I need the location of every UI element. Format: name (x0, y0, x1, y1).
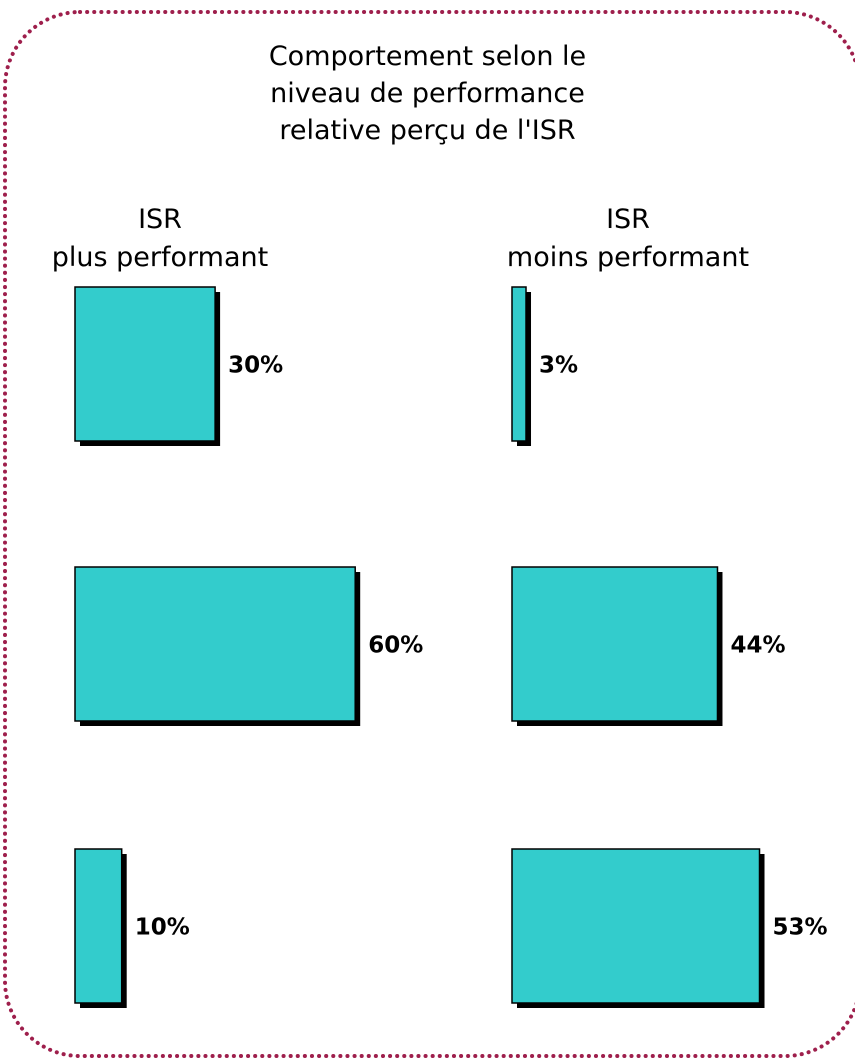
panel-subtitle: plus performant (52, 242, 268, 273)
panel-title: ISR (606, 204, 650, 235)
bar (511, 286, 527, 442)
bar (74, 566, 356, 722)
value-label: 30% (228, 353, 283, 379)
panel-subtitle: moins performant (507, 242, 749, 273)
bar (511, 566, 719, 722)
bar (74, 848, 123, 1004)
value-label: 44% (730, 633, 785, 659)
bar (74, 286, 216, 442)
value-label: 10% (135, 915, 190, 941)
value-label: 3% (539, 353, 578, 379)
dotted-border (3, 10, 855, 1058)
title-box: Comportement selon le niveau de performa… (0, 38, 855, 149)
bar (511, 848, 761, 1004)
panel-title: ISR (138, 204, 182, 235)
value-label: 60% (368, 633, 423, 659)
chart-title: Comportement selon le niveau de performa… (268, 41, 587, 146)
value-label: 53% (773, 915, 828, 941)
